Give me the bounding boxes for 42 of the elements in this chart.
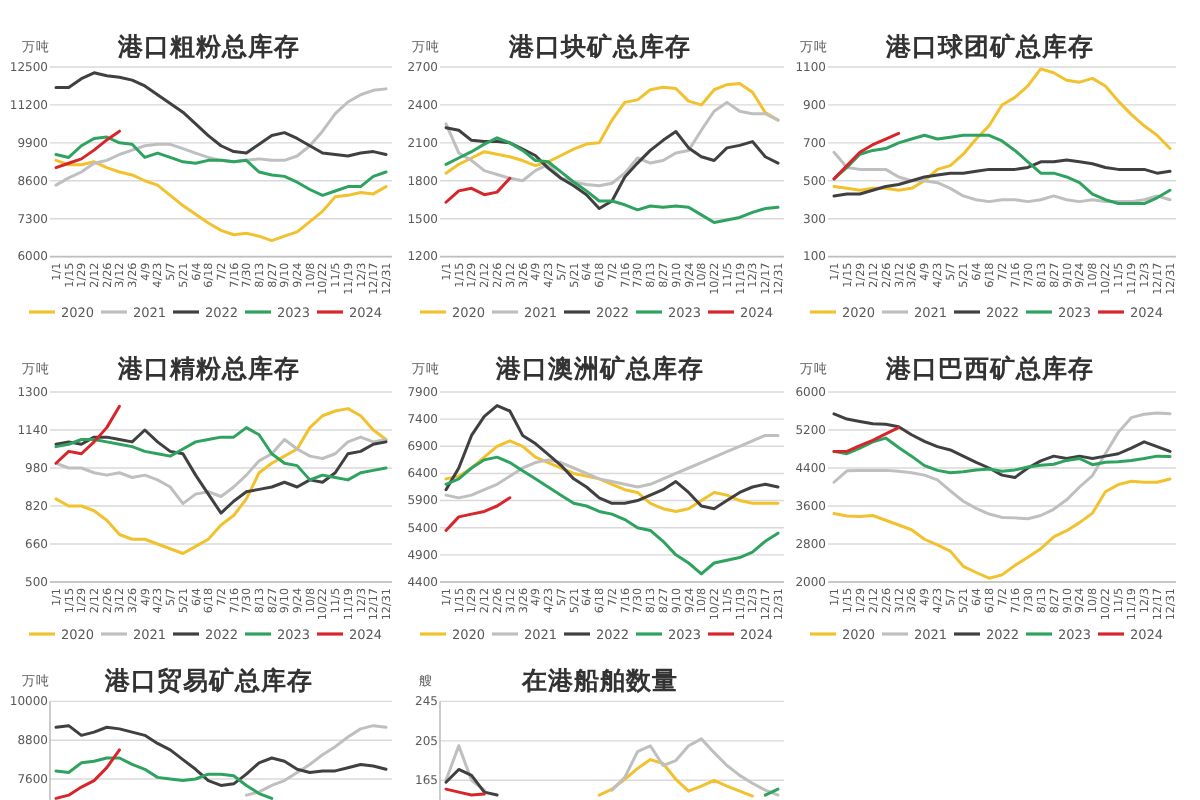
chart-title: 港口澳洲矿总库存 xyxy=(494,352,704,383)
line-series xyxy=(444,404,780,511)
chart-title: 港口贸易矿总库存 xyxy=(103,664,313,695)
line-series xyxy=(832,411,1172,521)
line-series xyxy=(444,126,780,211)
line-series xyxy=(244,724,388,797)
line-series xyxy=(444,176,512,204)
line-series xyxy=(54,87,388,187)
line-series xyxy=(832,412,1172,479)
line-series xyxy=(832,477,1172,580)
line-series xyxy=(832,150,1172,204)
line-series xyxy=(444,496,512,532)
chart-title: 在港船舶数量 xyxy=(520,664,678,695)
line-series xyxy=(832,426,901,453)
chart-title: 港口精粉总库存 xyxy=(116,352,300,383)
line-series xyxy=(54,756,274,800)
chart-title: 港口粗粉总库存 xyxy=(116,30,300,61)
line-series xyxy=(54,748,121,800)
line-series xyxy=(444,439,780,513)
line-series xyxy=(54,407,388,555)
line-series xyxy=(54,158,388,243)
line-series xyxy=(832,131,901,181)
line-series xyxy=(832,436,1172,475)
line-series xyxy=(54,135,388,197)
line-series xyxy=(444,433,780,500)
line-series xyxy=(444,767,499,797)
line-series xyxy=(54,426,388,482)
line-series xyxy=(444,100,780,188)
line-series xyxy=(444,136,780,224)
chart-title: 港口巴西矿总库存 xyxy=(884,352,1094,383)
line-series xyxy=(54,129,121,170)
line-series xyxy=(444,455,780,576)
line-series xyxy=(832,158,1172,198)
chart-title: 港口块矿总库存 xyxy=(507,30,691,61)
line-series xyxy=(54,724,388,787)
line-series xyxy=(597,758,754,798)
line-series xyxy=(832,133,1172,206)
chart-title: 港口球团矿总库存 xyxy=(884,30,1094,61)
line-series xyxy=(54,71,388,158)
line-series xyxy=(832,67,1172,192)
line-series xyxy=(444,81,780,175)
line-series xyxy=(54,404,121,465)
